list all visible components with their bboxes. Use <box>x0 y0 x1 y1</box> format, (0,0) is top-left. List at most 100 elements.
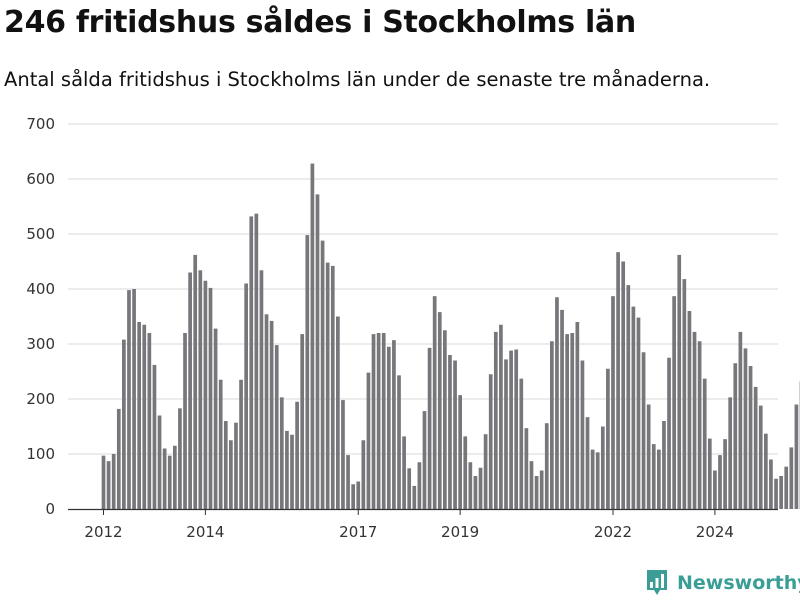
newsworthy-logo-icon <box>647 570 667 595</box>
bar <box>748 366 753 509</box>
bar <box>366 372 371 509</box>
bar <box>504 359 508 509</box>
y-tick-label: 300 <box>26 335 55 353</box>
bar <box>733 363 738 509</box>
bar <box>692 331 697 509</box>
bar <box>534 476 539 509</box>
bar <box>330 265 335 509</box>
y-tick-label: 600 <box>26 170 55 188</box>
bar <box>611 296 615 509</box>
bar <box>157 415 162 509</box>
bar <box>483 434 488 509</box>
bar <box>208 287 213 509</box>
bars <box>101 163 800 509</box>
bar <box>616 252 620 509</box>
bar <box>514 349 519 509</box>
x-tick-label: 2022 <box>594 523 632 541</box>
bar <box>325 262 330 509</box>
y-tick-label: 500 <box>26 225 55 243</box>
x-tick-label: 2012 <box>84 523 122 541</box>
bar <box>386 346 391 509</box>
bar <box>346 455 350 509</box>
bar <box>264 314 269 509</box>
bar <box>682 279 687 509</box>
bar <box>524 428 529 509</box>
bar <box>667 357 671 509</box>
bar <box>570 333 575 509</box>
bar <box>412 485 417 509</box>
bar <box>254 213 259 509</box>
bar <box>769 459 773 509</box>
bar <box>702 378 707 509</box>
y-axis: 0 100 200 300 400 500 600 700 <box>26 115 55 518</box>
bar <box>203 280 208 509</box>
bar <box>458 395 462 509</box>
bar <box>493 331 498 509</box>
bar <box>178 408 182 509</box>
bar <box>315 194 320 509</box>
x-tick-label: 2019 <box>441 523 479 541</box>
bar <box>106 461 111 509</box>
bar <box>188 272 192 509</box>
bar <box>555 297 559 509</box>
bar <box>468 462 473 509</box>
bar <box>718 455 722 509</box>
bar <box>213 328 218 509</box>
bar <box>662 421 666 509</box>
bar <box>132 289 136 509</box>
bar <box>646 404 651 509</box>
bar <box>279 397 284 509</box>
bar <box>774 478 778 509</box>
bar <box>249 216 254 509</box>
bar <box>641 352 646 509</box>
y-tick-label: 700 <box>26 115 55 133</box>
bar <box>473 476 478 509</box>
bar <box>575 322 580 509</box>
bar <box>753 386 758 509</box>
bar <box>478 467 483 509</box>
bar <box>789 447 794 509</box>
bar <box>351 484 355 509</box>
bar <box>193 254 198 509</box>
newsworthy-logo: Newsworthy <box>645 569 800 597</box>
bar <box>127 290 131 509</box>
chart-title: 246 fritidshus såldes i Stockholms län <box>4 5 636 40</box>
bar <box>657 449 661 509</box>
bar <box>779 476 783 509</box>
x-tick-label: 2014 <box>186 523 224 541</box>
bar <box>738 331 743 509</box>
bar <box>356 481 361 509</box>
y-tick-label: 400 <box>26 280 55 298</box>
bar <box>463 436 468 509</box>
bar <box>290 434 294 509</box>
x-tick-label: 2017 <box>339 523 377 541</box>
bar <box>295 401 299 509</box>
bar <box>111 454 116 509</box>
bar <box>300 334 305 509</box>
bar <box>687 311 692 509</box>
bar <box>600 426 605 509</box>
bar <box>580 360 585 509</box>
bar <box>784 466 789 509</box>
bar <box>432 296 437 509</box>
bar <box>361 440 366 509</box>
bar <box>137 322 142 509</box>
brand-name: Newsworthy <box>677 572 800 594</box>
bar <box>672 296 676 509</box>
bar <box>239 379 243 509</box>
bar <box>392 340 396 509</box>
bar <box>437 312 442 509</box>
bar <box>305 235 310 509</box>
bar <box>448 355 452 509</box>
bar <box>116 408 121 509</box>
bar <box>259 270 264 509</box>
bar <box>162 448 167 509</box>
chart-subtitle: Antal sålda fritidshus i Stockholms län … <box>4 68 711 91</box>
bar <box>550 341 554 509</box>
bar <box>606 368 610 509</box>
y-tick-label: 100 <box>26 445 55 463</box>
bar <box>585 417 590 509</box>
bar <box>101 455 106 509</box>
bar <box>743 348 748 509</box>
